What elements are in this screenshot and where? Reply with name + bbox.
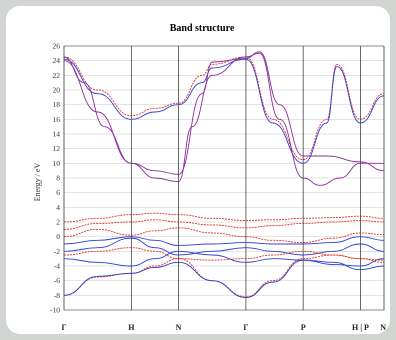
kpoint-label: P [301, 323, 306, 332]
kpoint-label: Γ [61, 323, 66, 332]
chart-title: Band structure [170, 23, 235, 34]
y-tick-label: 14 [53, 130, 61, 139]
x-axis: Γ H N Γ P H | P N [61, 323, 386, 332]
band-line-6 [63, 212, 385, 223]
kpoint-label: H | P [352, 323, 369, 332]
band-line-2 [63, 56, 385, 161]
y-tick-label: 6 [56, 188, 60, 197]
y-axis-label: Energy / eV [33, 163, 42, 202]
band-line-11 [63, 250, 385, 267]
y-tick-label: -10 [50, 306, 60, 315]
y-tick-label: 0 [56, 232, 60, 241]
band-line-4 [63, 52, 384, 186]
band-line-5 [63, 51, 385, 175]
kpoint-label: H [128, 323, 135, 332]
y-tick-label: -8 [54, 291, 60, 300]
band-line-8 [63, 227, 385, 243]
band-line-3 [63, 58, 385, 164]
kpoint-label: N [380, 323, 386, 332]
y-tick-label: 24 [53, 56, 61, 65]
y-tick-label: 4 [56, 203, 60, 212]
band-line-12 [63, 247, 385, 261]
y-tick-label: -2 [54, 247, 60, 256]
band-lines [63, 51, 385, 298]
grid [64, 45, 384, 311]
band-line-9 [63, 236, 385, 246]
band-line-0 [63, 254, 385, 298]
y-tick-label: 8 [56, 174, 60, 183]
band-line-7 [63, 219, 385, 230]
y-tick-label: 10 [53, 159, 61, 168]
y-tick-label: 2 [56, 218, 60, 227]
y-tick-label: 12 [53, 144, 61, 153]
y-tick-label: -6 [54, 276, 60, 285]
y-tick-label: 18 [53, 100, 61, 109]
plot-frame [63, 45, 385, 311]
y-tick-label: 26 [53, 42, 61, 51]
y-tick-label: 22 [53, 71, 61, 80]
band-line-10 [63, 237, 385, 256]
y-tick-label: 16 [53, 115, 61, 124]
band-line-1 [63, 259, 385, 298]
y-tick-label: -4 [54, 262, 60, 271]
y-tick-label: 20 [53, 86, 61, 95]
kpoint-label: N [176, 323, 182, 332]
kpoint-label: Γ [243, 323, 248, 332]
